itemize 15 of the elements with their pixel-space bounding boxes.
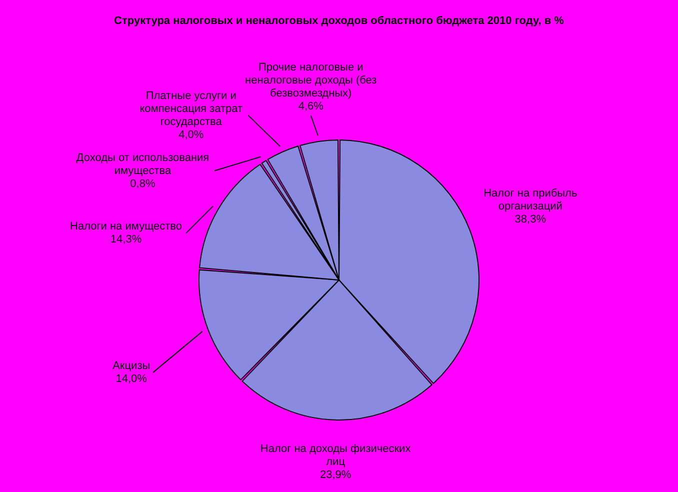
slice-label: Доходы от использования имущества (76, 152, 210, 177)
slice-label: Налог на доходы физических лиц (260, 442, 412, 468)
data-label: 23,9% (320, 468, 352, 481)
data-label: 38,3% (514, 214, 546, 226)
data-label: 4,0% (178, 128, 204, 141)
data-label: 14,3% (110, 234, 142, 246)
slice-label: Акцизы (112, 360, 150, 372)
data-label: 4,6% (298, 100, 324, 113)
slice-label: Платные услуги и компенсация затрат государства (140, 90, 243, 128)
chart-title: Структура налоговых и неналоговых доходов областного бюджета 2010 году, в % (114, 15, 564, 27)
data-label: 14,0% (116, 372, 148, 385)
slice-label: Прочие налоговые и неналоговые доходы (без безвозмездных) (245, 62, 377, 100)
data-label: 0,8% (130, 178, 156, 190)
slice-label: Налоги на имущество (70, 220, 182, 233)
slice-label: Налог на прибыль организаций (484, 188, 578, 213)
